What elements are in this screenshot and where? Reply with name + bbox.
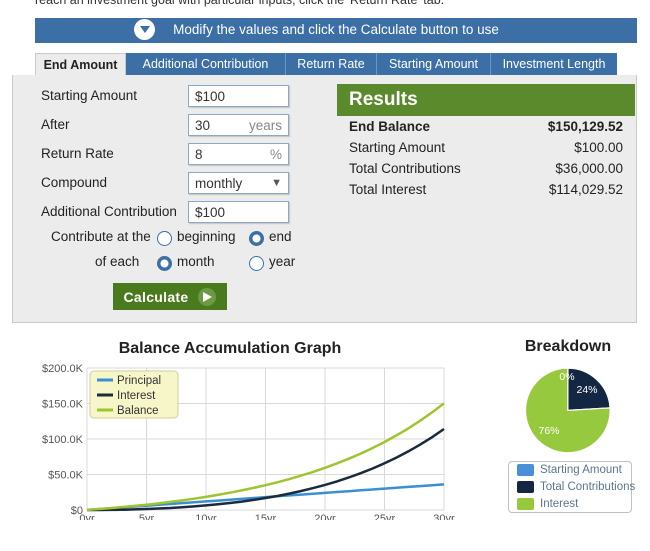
svg-text:30yr: 30yr <box>433 513 455 520</box>
svg-text:Principal: Principal <box>117 375 161 387</box>
svg-text:$150.0K: $150.0K <box>42 399 84 411</box>
svg-text:20yr: 20yr <box>314 513 336 520</box>
svg-text:24%: 24% <box>576 384 597 396</box>
svg-text:Interest: Interest <box>117 390 156 402</box>
svg-text:5yr: 5yr <box>139 513 155 520</box>
svg-text:15yr: 15yr <box>255 513 277 520</box>
svg-text:$200.0K: $200.0K <box>42 363 84 375</box>
svg-text:0yr: 0yr <box>79 513 95 520</box>
svg-text:$50.0K: $50.0K <box>48 470 84 482</box>
svg-text:Balance: Balance <box>117 405 159 417</box>
svg-text:76%: 76% <box>538 425 559 437</box>
svg-text:25yr: 25yr <box>374 513 396 520</box>
svg-text:$100.0K: $100.0K <box>42 434 84 446</box>
svg-text:0%: 0% <box>559 371 574 383</box>
svg-text:10yr: 10yr <box>195 513 217 520</box>
